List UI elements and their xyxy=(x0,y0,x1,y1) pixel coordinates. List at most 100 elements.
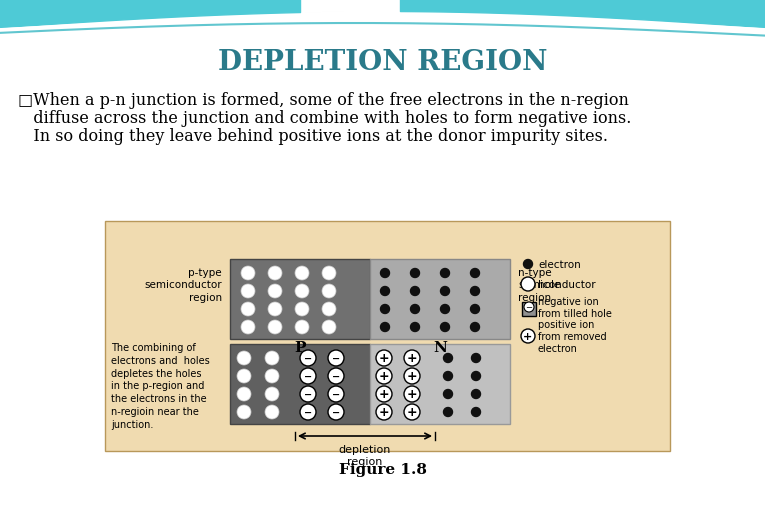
Circle shape xyxy=(241,320,255,334)
Circle shape xyxy=(411,323,419,332)
Text: +: + xyxy=(379,369,389,382)
Circle shape xyxy=(404,369,420,384)
Circle shape xyxy=(471,390,480,399)
Text: DEPLETION REGION: DEPLETION REGION xyxy=(218,48,548,75)
Circle shape xyxy=(295,320,309,334)
Text: N: N xyxy=(433,341,447,354)
Circle shape xyxy=(471,372,480,381)
Text: Figure 1.8: Figure 1.8 xyxy=(339,462,427,476)
Text: □When a p-n junction is formed, some of the free electrons in the n-region: □When a p-n junction is formed, some of … xyxy=(18,92,629,109)
Bar xyxy=(522,302,536,317)
Text: +: + xyxy=(523,331,532,341)
Circle shape xyxy=(241,302,255,317)
Circle shape xyxy=(441,287,450,296)
Text: −: − xyxy=(332,389,340,399)
Circle shape xyxy=(471,408,480,417)
Text: +: + xyxy=(379,387,389,400)
Circle shape xyxy=(444,354,453,363)
Circle shape xyxy=(441,323,450,332)
Circle shape xyxy=(444,390,453,399)
Text: +: + xyxy=(379,351,389,364)
Circle shape xyxy=(268,302,282,317)
Circle shape xyxy=(470,287,480,296)
Text: −: − xyxy=(332,407,340,417)
Circle shape xyxy=(265,405,279,419)
Text: In so doing they leave behind positive ions at the donor impurity sites.: In so doing they leave behind positive i… xyxy=(18,128,608,145)
Circle shape xyxy=(241,285,255,298)
Circle shape xyxy=(328,369,344,384)
Text: −: − xyxy=(304,353,312,363)
Circle shape xyxy=(265,351,279,365)
Text: electron: electron xyxy=(538,260,581,269)
Circle shape xyxy=(237,387,251,401)
Circle shape xyxy=(241,267,255,280)
Bar xyxy=(370,260,510,340)
Bar xyxy=(230,260,370,340)
Circle shape xyxy=(524,302,534,313)
Circle shape xyxy=(523,260,532,269)
Circle shape xyxy=(376,386,392,402)
Text: +: + xyxy=(407,351,418,364)
Bar xyxy=(370,344,510,424)
Circle shape xyxy=(404,386,420,402)
Circle shape xyxy=(521,277,535,292)
Circle shape xyxy=(470,269,480,278)
Circle shape xyxy=(380,269,389,278)
Bar xyxy=(230,344,370,424)
Circle shape xyxy=(470,323,480,332)
Circle shape xyxy=(295,302,309,317)
Circle shape xyxy=(300,350,316,366)
Circle shape xyxy=(265,369,279,383)
Circle shape xyxy=(521,329,535,344)
Circle shape xyxy=(471,354,480,363)
Circle shape xyxy=(441,305,450,314)
Text: +: + xyxy=(407,405,418,418)
Circle shape xyxy=(411,269,419,278)
Text: p-type
semiconductor
region: p-type semiconductor region xyxy=(145,267,222,302)
Circle shape xyxy=(404,404,420,420)
Text: depletion
region: depletion region xyxy=(339,444,391,466)
Circle shape xyxy=(411,305,419,314)
Text: diffuse across the junction and combine with holes to form negative ions.: diffuse across the junction and combine … xyxy=(18,110,631,127)
Circle shape xyxy=(268,267,282,280)
Circle shape xyxy=(237,351,251,365)
Text: +: + xyxy=(407,387,418,400)
Circle shape xyxy=(328,386,344,402)
Circle shape xyxy=(380,287,389,296)
Circle shape xyxy=(444,408,453,417)
Text: hole: hole xyxy=(538,279,561,290)
Circle shape xyxy=(328,350,344,366)
Text: −: − xyxy=(304,371,312,381)
Text: −: − xyxy=(304,389,312,399)
Text: −: − xyxy=(332,371,340,381)
Circle shape xyxy=(322,320,336,334)
Text: −: − xyxy=(304,407,312,417)
Circle shape xyxy=(441,269,450,278)
Circle shape xyxy=(265,387,279,401)
Circle shape xyxy=(322,267,336,280)
Text: +: + xyxy=(379,405,389,418)
Circle shape xyxy=(380,305,389,314)
Circle shape xyxy=(322,285,336,298)
Text: −: − xyxy=(526,302,532,312)
FancyBboxPatch shape xyxy=(0,0,765,40)
Circle shape xyxy=(444,372,453,381)
Text: positive ion
from removed
electron: positive ion from removed electron xyxy=(538,319,607,354)
Circle shape xyxy=(300,404,316,420)
Circle shape xyxy=(411,287,419,296)
Circle shape xyxy=(237,405,251,419)
FancyBboxPatch shape xyxy=(105,221,670,451)
Circle shape xyxy=(404,350,420,366)
Circle shape xyxy=(300,369,316,384)
Circle shape xyxy=(376,369,392,384)
Circle shape xyxy=(268,285,282,298)
Circle shape xyxy=(328,404,344,420)
Text: +: + xyxy=(407,369,418,382)
Circle shape xyxy=(376,404,392,420)
Circle shape xyxy=(376,350,392,366)
Circle shape xyxy=(380,323,389,332)
Circle shape xyxy=(295,267,309,280)
Circle shape xyxy=(470,305,480,314)
Text: P: P xyxy=(295,341,306,354)
Text: negative ion
from tilled hole: negative ion from tilled hole xyxy=(538,296,612,319)
